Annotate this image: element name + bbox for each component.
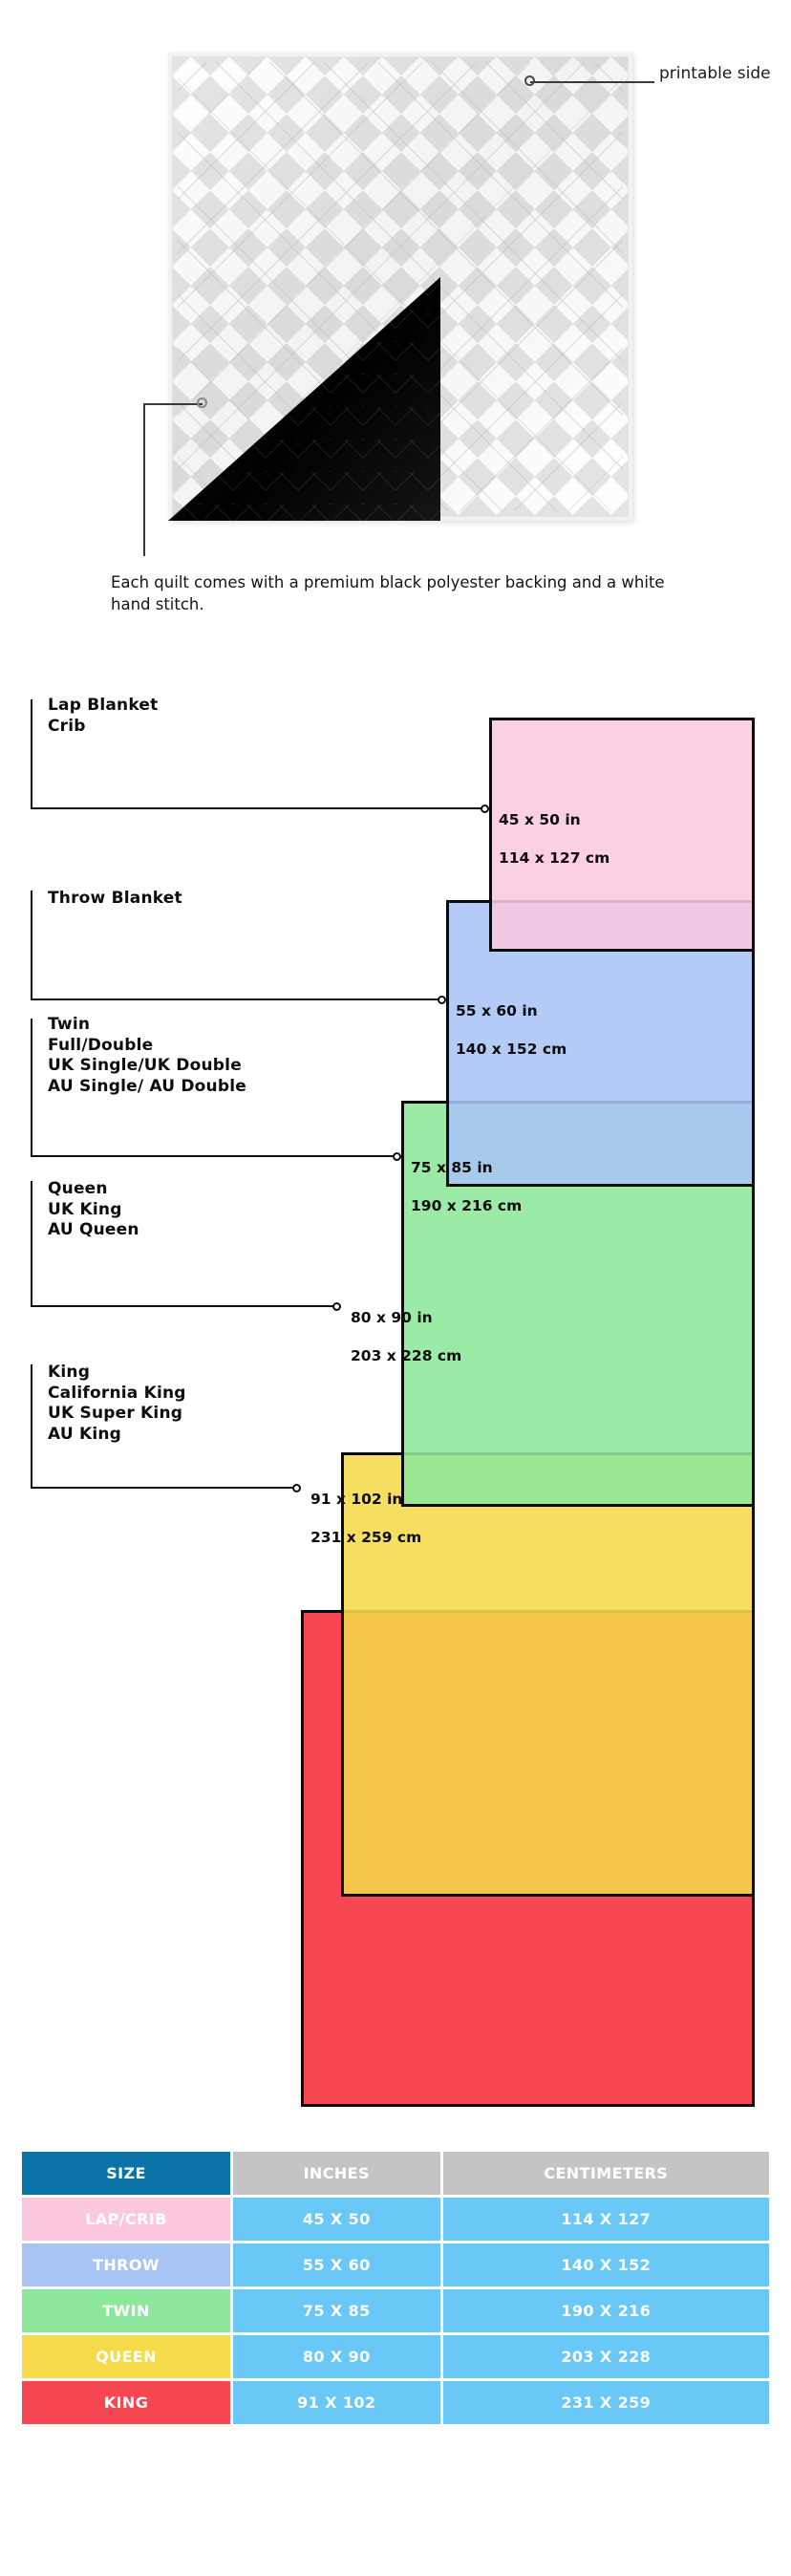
printable-side-label: printable side [659, 64, 771, 83]
label-bracket-king-main [31, 1364, 296, 1489]
table-cell-inches-twin: 75 X 85 [233, 2289, 440, 2332]
label-names-twin: Twin Full/Double UK Single/UK Double AU … [48, 1015, 246, 1096]
dim-dot-twin-icon [393, 1152, 401, 1161]
dim-inches-throw: 55 x 60 in [456, 1002, 538, 1020]
dim-text-king: 91 x 102 in 231 x 259 cm [310, 1470, 421, 1547]
dim-cm-king: 231 x 259 cm [310, 1529, 422, 1546]
size-table-body: LAP/CRIB 45 X 50 114 X 127 THROW 55 X 60… [22, 2198, 769, 2424]
table-cell-size-lap-crib: LAP/CRIB [22, 2198, 230, 2241]
table-header-inches: INCHES [233, 2152, 440, 2195]
backing-callout-line-vertical [143, 403, 145, 556]
backing-callout-line-horizontal [143, 403, 203, 405]
label-bracket-throw [31, 891, 441, 1000]
dim-text-lap-crib: 45 x 50 in 114 x 127 cm [499, 791, 609, 868]
quilt-illustration-section: printable side Each quilt comes with a p… [0, 0, 791, 631]
label-names-king: King California King UK Super King AU Ki… [48, 1363, 186, 1444]
dim-cm-twin: 190 x 216 cm [411, 1197, 523, 1214]
table-row: LAP/CRIB 45 X 50 114 X 127 [22, 2198, 769, 2241]
table-cell-inches-lap-crib: 45 X 50 [233, 2198, 440, 2241]
table-cell-cm-twin: 190 X 216 [442, 2289, 769, 2332]
table-cell-size-king: KING [22, 2381, 230, 2424]
dim-cm-throw: 140 x 152 cm [456, 1041, 567, 1058]
table-header-size: SIZE [22, 2152, 230, 2195]
table-row: QUEEN 80 X 90 203 X 228 [22, 2335, 769, 2378]
table-header-row: SIZE INCHES CENTIMETERS [22, 2152, 769, 2195]
size-rect-queen [341, 1452, 755, 1897]
size-comparison-diagram: Lap Blanket Crib 45 x 50 in 114 x 127 cm… [0, 669, 791, 2112]
quilt-caption-text: Each quilt comes with a premium black po… [111, 573, 665, 613]
quilt-image [168, 53, 632, 521]
table-cell-size-twin: TWIN [22, 2289, 230, 2332]
dim-inches-twin: 75 x 85 in [411, 1159, 493, 1176]
table-row: KING 91 X 102 231 X 259 [22, 2381, 769, 2424]
printable-callout-line [530, 81, 654, 83]
backing-callout-dot-icon [197, 397, 207, 408]
size-table: SIZE INCHES CENTIMETERS LAP/CRIB 45 X 50… [19, 2149, 772, 2427]
dim-dot-throw-icon [438, 996, 446, 1004]
table-cell-cm-queen: 203 X 228 [442, 2335, 769, 2378]
label-names-throw: Throw Blanket [48, 889, 182, 908]
label-names-queen: Queen UK King AU Queen [48, 1179, 139, 1239]
table-cell-cm-throw: 140 X 152 [442, 2243, 769, 2286]
size-table-section: SIZE INCHES CENTIMETERS LAP/CRIB 45 X 50… [19, 2149, 772, 2427]
table-row: TWIN 75 X 85 190 X 216 [22, 2289, 769, 2332]
dim-dot-lap-crib-icon [481, 805, 489, 813]
printable-callout-dot-icon [524, 75, 535, 86]
table-cell-size-queen: QUEEN [22, 2335, 230, 2378]
dim-inches-lap-crib: 45 x 50 in [499, 811, 581, 828]
table-cell-size-throw: THROW [22, 2243, 230, 2286]
table-cell-cm-lap-crib: 114 X 127 [442, 2198, 769, 2241]
dim-inches-queen: 80 x 90 in [351, 1309, 433, 1326]
table-cell-inches-throw: 55 X 60 [233, 2243, 440, 2286]
dim-dot-queen-icon [332, 1302, 341, 1311]
size-rect-lap-crib [489, 718, 755, 952]
label-bracket-lap-crib [31, 699, 484, 809]
label-bracket-queen [31, 1181, 336, 1307]
table-row: THROW 55 X 60 140 X 152 [22, 2243, 769, 2286]
dim-cm-queen: 203 x 228 cm [351, 1347, 462, 1364]
table-header-centimeters: CENTIMETERS [442, 2152, 769, 2195]
table-cell-inches-queen: 80 X 90 [233, 2335, 440, 2378]
dim-cm-lap-crib: 114 x 127 cm [499, 849, 610, 867]
dim-inches-king: 91 x 102 in [310, 1491, 403, 1508]
table-cell-cm-king: 231 X 259 [442, 2381, 769, 2424]
dim-text-queen: 80 x 90 in 203 x 228 cm [351, 1289, 461, 1365]
dim-text-twin: 75 x 85 in 190 x 216 cm [411, 1139, 522, 1215]
label-names-lap-crib: Lap Blanket Crib [48, 696, 159, 736]
table-cell-inches-king: 91 X 102 [233, 2381, 440, 2424]
dim-dot-king-icon [292, 1484, 301, 1492]
size-table-head: SIZE INCHES CENTIMETERS [22, 2152, 769, 2195]
dim-text-throw: 55 x 60 in 140 x 152 cm [456, 982, 567, 1059]
label-bracket-twin [31, 1019, 396, 1157]
